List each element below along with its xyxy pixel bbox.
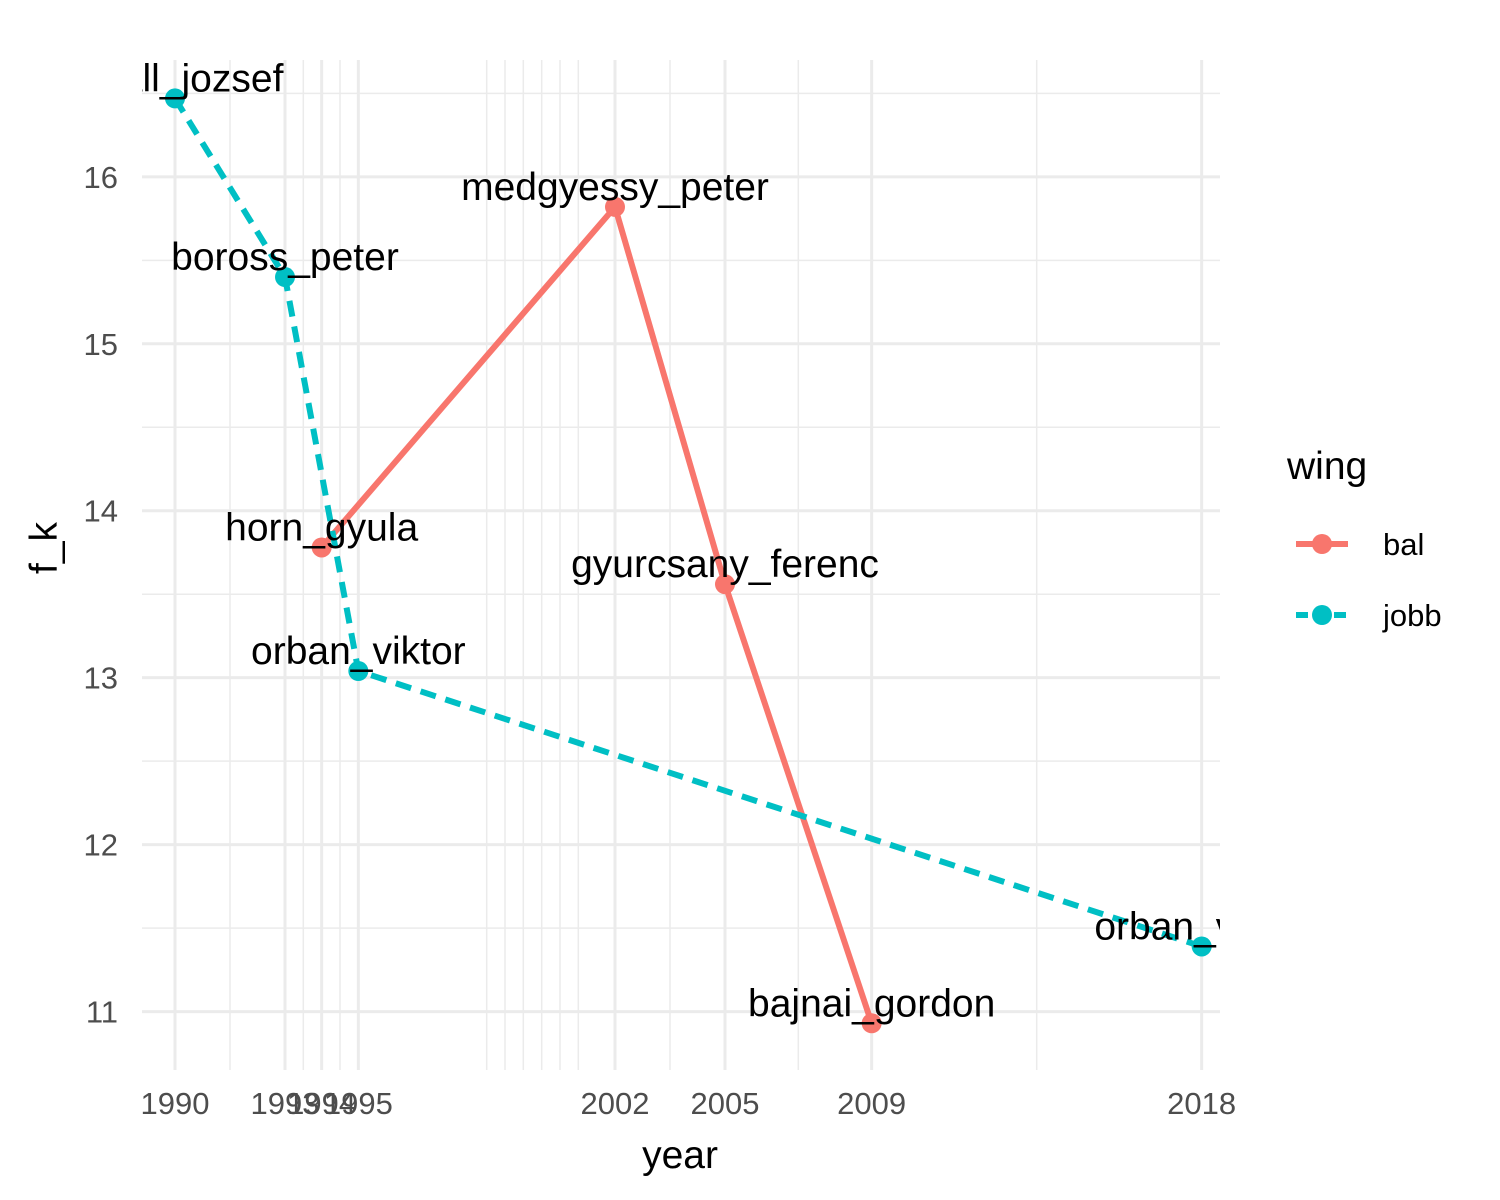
legend-title: wing [1286, 445, 1367, 488]
y-axis-tick-labels: 11 12 13 14 15 16 [84, 160, 118, 1030]
x-axis-title: year [642, 1134, 718, 1177]
x-tick-label: 1994 [287, 1086, 356, 1121]
x-tick-label: 2002 [581, 1086, 650, 1121]
x-tick-label: 2018 [1167, 1086, 1236, 1121]
series-points [165, 88, 1212, 1034]
legend-key-point-bal [1312, 534, 1332, 554]
x-tick-label: 2005 [691, 1086, 760, 1121]
series-lines [172, 96, 1203, 1025]
point-label: antall_jozsef [67, 57, 284, 100]
y-tick-label: 13 [84, 661, 118, 696]
point-label: orban_viktor [1094, 905, 1309, 948]
y-tick-label: 11 [86, 995, 118, 1030]
minor-gridlines [142, 60, 1220, 1070]
point-label: horn_gyula [225, 506, 418, 549]
y-tick-label: 16 [84, 160, 118, 195]
data-point-jobb [275, 267, 295, 288]
y-axis-title: f_k [23, 521, 66, 574]
x-tick-label: 2009 [837, 1086, 906, 1121]
legend-label-jobb: jobb [1382, 598, 1442, 633]
data-point-bal [311, 537, 332, 558]
data-point-jobb [348, 661, 369, 682]
data-point-bal [861, 1013, 882, 1034]
x-tick-label: 1990 [141, 1086, 210, 1121]
legend: wing bal jobb [1286, 445, 1442, 633]
legend-label-bal: bal [1383, 527, 1424, 562]
point-label: gyurcsany_ferenc [571, 543, 879, 586]
data-point-bal [605, 196, 625, 217]
point-label: bajnai_gordon [748, 982, 995, 1025]
x-tick-label: 1993 [251, 1086, 320, 1121]
series-line-bal [319, 203, 875, 1025]
data-point-jobb [1191, 936, 1212, 957]
y-tick-label: 12 [84, 828, 118, 863]
point-label: medgyessy_peter [461, 166, 769, 209]
major-gridlines [142, 60, 1220, 1070]
x-tick-label: 1995 [324, 1086, 393, 1121]
y-tick-label: 15 [84, 327, 118, 362]
point-label: boross_peter [171, 236, 399, 279]
point-label: orban_viktor [251, 630, 466, 673]
series-line-jobb [172, 96, 1203, 950]
y-tick-label: 14 [84, 494, 118, 529]
data-point-jobb [165, 88, 185, 109]
legend-key-point-jobb [1312, 605, 1332, 625]
point-labels: horn_gyula medgyessy_peter gyurcsany_feren… [67, 57, 1309, 1025]
data-point-bal [715, 574, 735, 595]
